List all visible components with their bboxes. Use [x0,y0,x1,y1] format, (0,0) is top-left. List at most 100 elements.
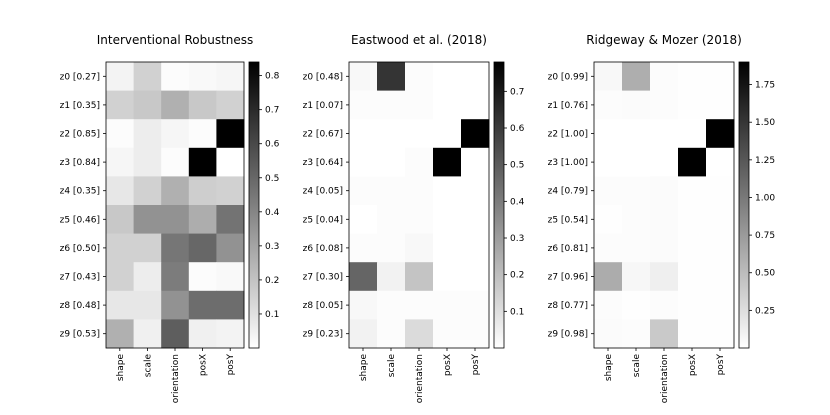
heatmap-cell [133,205,162,234]
heatmap-cell [405,62,434,91]
heatmap-cell [678,90,707,120]
heatmap-cell [161,290,190,320]
heatmap-cell [377,147,406,177]
heatmap-cell [188,119,217,149]
heatmap-cell [405,319,434,349]
heatmap-cell [594,176,623,206]
heatmap-cell [161,319,190,349]
heatmap-cell [405,205,434,234]
heatmap-cell [594,119,623,149]
heatmap-cell [461,290,490,320]
column-labels: shape scale orientation posX posY [604,348,726,403]
heatmap-cell [216,90,245,120]
heatmap-cell [461,176,490,206]
colorbar-tick-label: 0.7 [510,87,524,97]
heatmap-cell [377,262,406,292]
heatmap-cell [216,233,245,263]
heatmap-cell [461,147,490,177]
colorbar-tick-label: 1.00 [755,193,775,203]
heatmap-cell [650,119,679,149]
heatmap-cell [349,319,378,349]
row-label: z5 [0.54] [548,215,588,225]
heatmap-cell [706,90,735,120]
heatmap-cell [622,147,651,177]
heatmap-cell [706,62,735,91]
panel-ridgeway-mozer-2018: Ridgeway & Mozer (2018) z0 [0.99] z1 [0.… [548,33,776,403]
heatmap-cell [594,319,623,349]
heatmap-cell [188,147,217,177]
heatmap-cell [433,62,462,91]
heatmap-cell [706,319,735,349]
row-labels: z0 [0.27] z1 [0.35] z2 [0.85] z3 [0.84] … [60,72,106,340]
heatmap-cell [133,319,162,349]
heatmap-cell [188,233,217,263]
heatmap-cell [622,119,651,149]
column-labels: shape scale orientation posX posY [359,348,481,403]
heatmap-cell [622,90,651,120]
row-label: z0 [0.99] [548,72,588,82]
row-label: z5 [0.04] [303,215,343,225]
row-label: z8 [0.05] [303,301,343,311]
heatmap-cell [650,290,679,320]
heatmap-cell [678,290,707,320]
heatmap-cell [678,119,707,149]
colorbar-tick-label: 0.3 [265,242,279,252]
row-label: z1 [0.07] [303,101,343,111]
colorbar-tick-label: 1.25 [755,156,775,166]
column-label: shape [359,354,369,382]
heatmap-cell [349,176,378,206]
row-label: z0 [0.27] [60,72,100,82]
heatmap-cell [133,290,162,320]
heatmap-cell [433,90,462,120]
heatmap-cell [461,319,490,349]
heatmap-cell [377,233,406,263]
heatmap-cell [594,233,623,263]
heatmap-cell [106,119,134,149]
colorbar-tick-label: 0.6 [265,140,280,150]
row-label: z2 [0.85] [60,130,100,140]
heatmap-cell [133,233,162,263]
heatmap-cell [133,176,162,206]
row-labels: z0 [0.99] z1 [0.76] z2 [1.00] z3 [1.00] … [548,72,594,340]
panel-interventional-robustness: Interventional Robustness z0 [0.27] z1 [… [60,33,280,403]
heatmap-cell [622,262,651,292]
heatmap-cell [594,62,623,91]
heatmap-cell [216,262,245,292]
heatmap-cell [161,176,190,206]
heatmap-cells [106,62,245,349]
column-label: posY [226,353,236,375]
heatmap-cell [706,233,735,263]
heatmap-cell [133,62,162,91]
heatmap-cell [161,233,190,263]
column-label: posX [443,354,453,376]
heatmap-cell [349,90,378,120]
heatmap-cell [706,205,735,234]
heatmap-cell [650,233,679,263]
colorbar-tick-label: 0.7 [265,106,279,116]
heatmap-cell [377,176,406,206]
heatmap-cell [678,205,707,234]
heatmap-cell [106,290,134,320]
heatmap-cells [349,62,490,349]
colorbar-ticks: 0.1 0.2 0.3 0.4 0.5 0.6 0.7 [504,87,525,317]
heatmap-cell [706,147,735,177]
heatmap-cell [678,233,707,263]
heatmap-cell [349,205,378,234]
heatmap-cell [433,290,462,320]
heatmap-cell [405,147,434,177]
heatmap-cell [433,262,462,292]
heatmap-cell [377,319,406,349]
colorbar-tick-label: 1.50 [755,118,775,128]
colorbar-tick-label: 0.1 [510,307,524,317]
heatmap-cell [188,176,217,206]
column-label: orientation [660,354,670,403]
heatmap-cell [133,147,162,177]
row-label: z9 [0.98] [548,330,588,340]
heatmap-cell [678,176,707,206]
row-label: z8 [0.48] [60,301,100,311]
heatmap-cell [106,233,134,263]
heatmap-cell [188,205,217,234]
heatmap-cell [461,62,490,91]
heatmap-cell [216,176,245,206]
